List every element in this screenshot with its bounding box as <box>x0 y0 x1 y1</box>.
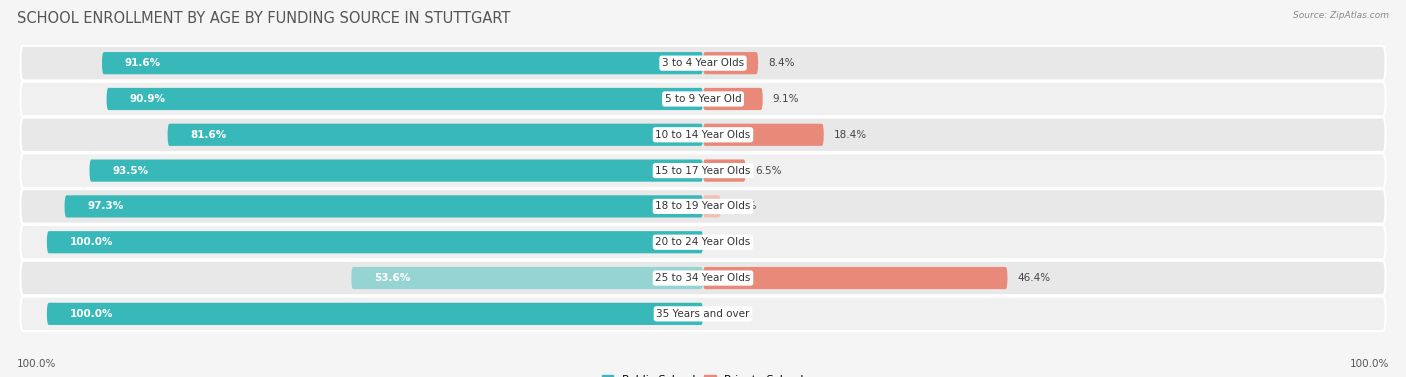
Text: 25 to 34 Year Olds: 25 to 34 Year Olds <box>655 273 751 283</box>
FancyBboxPatch shape <box>352 267 703 289</box>
FancyBboxPatch shape <box>21 46 1385 80</box>
FancyBboxPatch shape <box>703 124 824 146</box>
Text: 18 to 19 Year Olds: 18 to 19 Year Olds <box>655 201 751 211</box>
Text: 0.0%: 0.0% <box>713 309 740 319</box>
FancyBboxPatch shape <box>703 159 745 182</box>
FancyBboxPatch shape <box>107 88 703 110</box>
Text: 9.1%: 9.1% <box>772 94 799 104</box>
Text: 53.6%: 53.6% <box>374 273 411 283</box>
FancyBboxPatch shape <box>103 52 703 74</box>
Text: 100.0%: 100.0% <box>70 309 114 319</box>
FancyBboxPatch shape <box>703 195 721 218</box>
FancyBboxPatch shape <box>703 267 1008 289</box>
FancyBboxPatch shape <box>21 82 1385 116</box>
FancyBboxPatch shape <box>21 297 1385 331</box>
Legend: Public School, Private School: Public School, Private School <box>598 370 808 377</box>
FancyBboxPatch shape <box>703 88 762 110</box>
FancyBboxPatch shape <box>21 118 1385 152</box>
Text: 5 to 9 Year Old: 5 to 9 Year Old <box>665 94 741 104</box>
Text: 93.5%: 93.5% <box>112 166 149 176</box>
Text: 15 to 17 Year Olds: 15 to 17 Year Olds <box>655 166 751 176</box>
Text: 97.3%: 97.3% <box>87 201 124 211</box>
FancyBboxPatch shape <box>21 153 1385 188</box>
Text: 90.9%: 90.9% <box>129 94 166 104</box>
Text: 0.0%: 0.0% <box>713 237 740 247</box>
Text: 6.5%: 6.5% <box>755 166 782 176</box>
Text: 3 to 4 Year Olds: 3 to 4 Year Olds <box>662 58 744 68</box>
Text: 35 Years and over: 35 Years and over <box>657 309 749 319</box>
FancyBboxPatch shape <box>90 159 703 182</box>
Text: 18.4%: 18.4% <box>834 130 866 140</box>
Text: Source: ZipAtlas.com: Source: ZipAtlas.com <box>1294 11 1389 20</box>
Text: 91.6%: 91.6% <box>125 58 162 68</box>
FancyBboxPatch shape <box>703 52 758 74</box>
Text: 100.0%: 100.0% <box>1350 359 1389 369</box>
Text: 46.4%: 46.4% <box>1018 273 1050 283</box>
Text: 20 to 24 Year Olds: 20 to 24 Year Olds <box>655 237 751 247</box>
FancyBboxPatch shape <box>167 124 703 146</box>
Text: 81.6%: 81.6% <box>191 130 226 140</box>
Text: 100.0%: 100.0% <box>70 237 114 247</box>
FancyBboxPatch shape <box>21 189 1385 224</box>
FancyBboxPatch shape <box>21 225 1385 259</box>
FancyBboxPatch shape <box>21 261 1385 295</box>
Text: 2.7%: 2.7% <box>731 201 756 211</box>
Text: 10 to 14 Year Olds: 10 to 14 Year Olds <box>655 130 751 140</box>
FancyBboxPatch shape <box>46 303 703 325</box>
Text: 8.4%: 8.4% <box>768 58 794 68</box>
FancyBboxPatch shape <box>46 231 703 253</box>
FancyBboxPatch shape <box>65 195 703 218</box>
Text: SCHOOL ENROLLMENT BY AGE BY FUNDING SOURCE IN STUTTGART: SCHOOL ENROLLMENT BY AGE BY FUNDING SOUR… <box>17 11 510 26</box>
Text: 100.0%: 100.0% <box>17 359 56 369</box>
